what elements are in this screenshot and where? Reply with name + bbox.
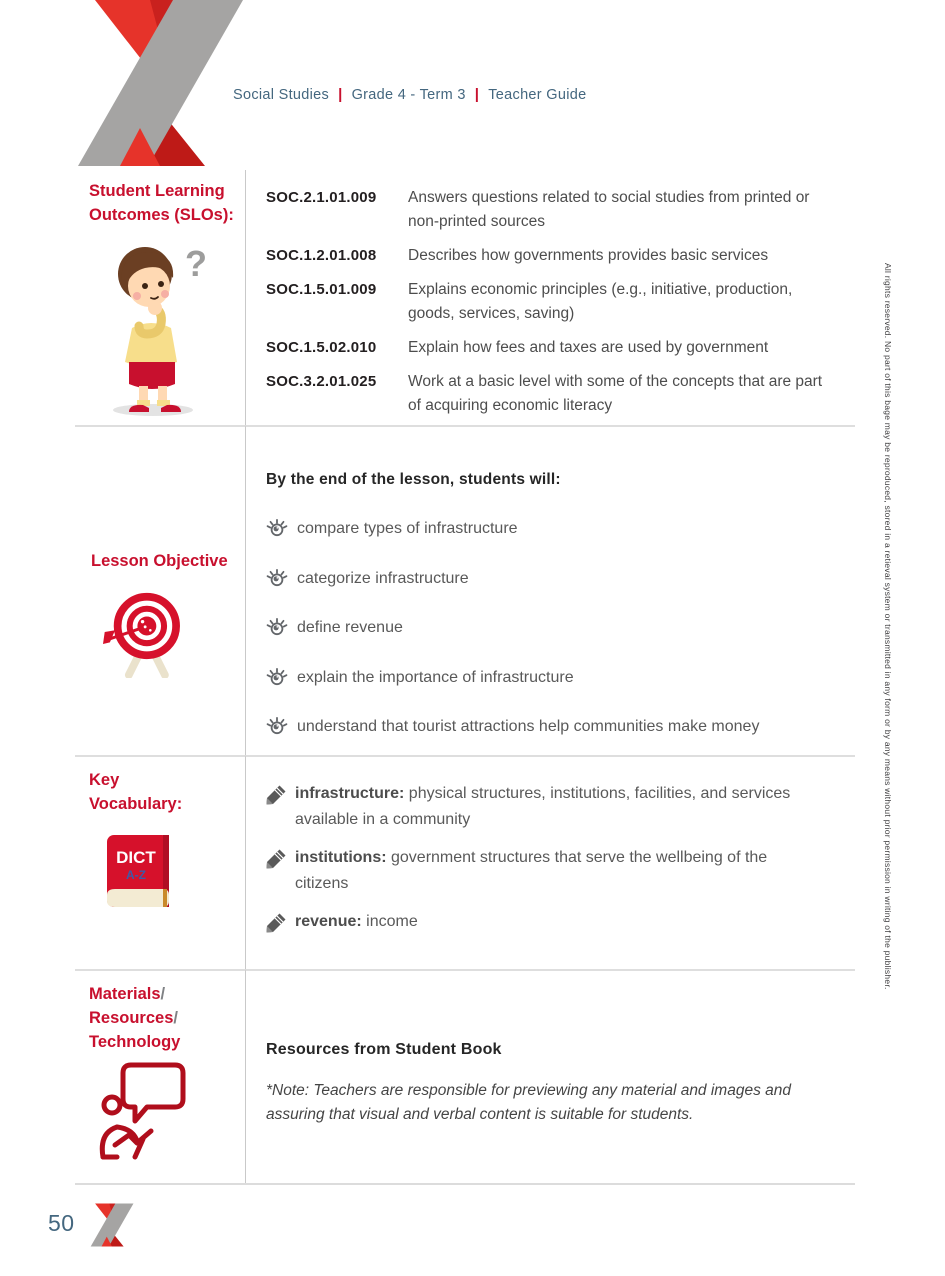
objective-item-label: explain the importance of infrastructure bbox=[297, 668, 574, 686]
slo-code: SOC.1.2.01.008 bbox=[266, 247, 377, 265]
slo-code: SOC.3.2.01.025 bbox=[266, 373, 377, 391]
materials-title: Materials/ Resources/ Technology bbox=[89, 985, 181, 1051]
eye-icon bbox=[266, 568, 288, 586]
breadcrumb-doc-type: Teacher Guide bbox=[488, 86, 587, 103]
eye-icon bbox=[266, 519, 288, 537]
objective-item: explain the importance of infrastructure bbox=[266, 665, 855, 691]
materials-content-cell: Resources from Student Book *Note: Teach… bbox=[246, 969, 855, 1183]
copyright-vertical-note: All rights reserved. No part of this bag… bbox=[883, 263, 893, 990]
breadcrumb: Social Studies | Grade 4 - Term 3 | Teac… bbox=[233, 86, 586, 103]
dictionary-book-icon: DICT A-Z bbox=[107, 834, 169, 907]
resources-subheading: Resources from Student Book bbox=[266, 1041, 502, 1058]
lesson-info-table: Student Learning Outcomes (SLOs): ? bbox=[75, 170, 855, 1185]
materials-header-cell: Materials/ Resources/ Technology bbox=[75, 969, 246, 1183]
slo-list-cell: SOC.2.1.01.009 Answers questions related… bbox=[246, 170, 855, 425]
slo-code: SOC.2.1.01.009 bbox=[266, 189, 377, 206]
vocabulary-definition: government structures that serve the wel… bbox=[295, 849, 768, 892]
vocabulary-title: Key Vocabulary: bbox=[89, 771, 183, 813]
breadcrumb-separator: | bbox=[474, 86, 480, 103]
vocabulary-list-cell: infrastructure: physical structures, ins… bbox=[246, 755, 855, 969]
x-logo bbox=[78, 0, 243, 166]
slo-description: Explain how fees and taxes are used by g… bbox=[408, 339, 769, 357]
slo-row: SOC.3.2.01.025 Work at a basic level wit… bbox=[266, 370, 855, 418]
objective-list: compare types of infrastructure categori… bbox=[266, 516, 855, 740]
svg-text:A-Z: A-Z bbox=[126, 868, 146, 882]
vocabulary-term: institutions: bbox=[295, 849, 387, 867]
slo-header-cell: Student Learning Outcomes (SLOs): ? bbox=[75, 170, 246, 425]
vocabulary-item: infrastructure: physical structures, ins… bbox=[264, 781, 855, 832]
objective-header-cell: Lesson Objective bbox=[75, 425, 246, 755]
objective-list-cell: By the end of the lesson, students will:… bbox=[246, 425, 855, 755]
vocabulary-term: revenue: bbox=[295, 913, 362, 931]
slo-description: Explains economic principles (e.g., init… bbox=[408, 281, 793, 323]
eye-icon bbox=[266, 667, 288, 685]
vocabulary-item: revenue: income bbox=[264, 909, 855, 935]
materials-note: *Note: Teachers are responsible for prev… bbox=[266, 1082, 791, 1124]
vocabulary-definition: income bbox=[361, 913, 418, 931]
objective-intro: By the end of the lesson, students will: bbox=[266, 471, 561, 488]
target-dartboard-icon bbox=[103, 592, 180, 678]
slo-code: SOC.1.5.01.009 bbox=[266, 281, 377, 299]
slo-description: Work at a basic level with some of the c… bbox=[408, 373, 823, 415]
objective-item-label: categorize infrastructure bbox=[297, 569, 469, 587]
svg-text:?: ? bbox=[185, 243, 207, 284]
slo-description: Describes how governments provides basic… bbox=[408, 247, 769, 265]
objective-item-label: compare types of infrastructure bbox=[297, 520, 518, 537]
page-number: 50 bbox=[48, 1210, 75, 1236]
slo-row: SOC.2.1.01.009 Answers questions related… bbox=[266, 186, 855, 234]
slo-row: SOC.1.5.02.010 Explain how fees and taxe… bbox=[266, 336, 855, 360]
breadcrumb-subject: Social Studies bbox=[233, 86, 330, 103]
objective-item-label: understand that tourist attractions help… bbox=[297, 718, 760, 736]
eye-icon bbox=[266, 618, 288, 636]
vocabulary-item: institutions: government structures that… bbox=[264, 845, 855, 896]
pencil-icon bbox=[266, 913, 286, 933]
slo-code: SOC.1.5.02.010 bbox=[266, 339, 377, 357]
vocabulary-header-cell: Key Vocabulary: DICT A-Z bbox=[75, 755, 246, 969]
objective-item: compare types of infrastructure bbox=[266, 516, 855, 542]
objective-item-label: define revenue bbox=[297, 619, 403, 637]
slo-title: Student Learning Outcomes (SLOs): bbox=[89, 182, 234, 224]
pencil-icon bbox=[266, 849, 286, 869]
objective-item: understand that tourist attractions help… bbox=[266, 714, 855, 740]
vocabulary-definition: physical structures, institutions, facil… bbox=[295, 785, 791, 828]
objective-item: define revenue bbox=[266, 615, 855, 641]
vocabulary-term: infrastructure: bbox=[295, 785, 405, 802]
slo-row: SOC.1.2.01.008 Describes how governments… bbox=[266, 244, 855, 268]
x-logo-footer bbox=[90, 1203, 134, 1247]
objective-item: categorize infrastructure bbox=[266, 566, 855, 592]
person-reading-speech-bubble-icon bbox=[99, 1062, 186, 1160]
objective-title: Lesson Objective bbox=[91, 552, 228, 570]
breadcrumb-separator: | bbox=[338, 86, 343, 103]
thinking-boy-illustration: ? bbox=[113, 243, 207, 416]
slo-row: SOC.1.5.01.009 Explains economic princip… bbox=[266, 278, 855, 326]
pencil-icon bbox=[266, 785, 286, 805]
slo-description: Answers questions related to social stud… bbox=[408, 189, 810, 231]
breadcrumb-grade-term: Grade 4 - Term 3 bbox=[351, 86, 466, 103]
eye-icon bbox=[266, 717, 288, 735]
svg-text:DICT: DICT bbox=[116, 848, 156, 867]
